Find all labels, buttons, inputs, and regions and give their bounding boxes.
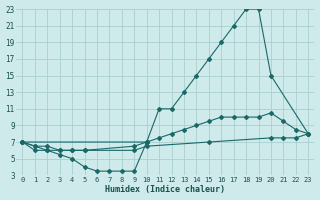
X-axis label: Humidex (Indice chaleur): Humidex (Indice chaleur) — [105, 185, 225, 194]
